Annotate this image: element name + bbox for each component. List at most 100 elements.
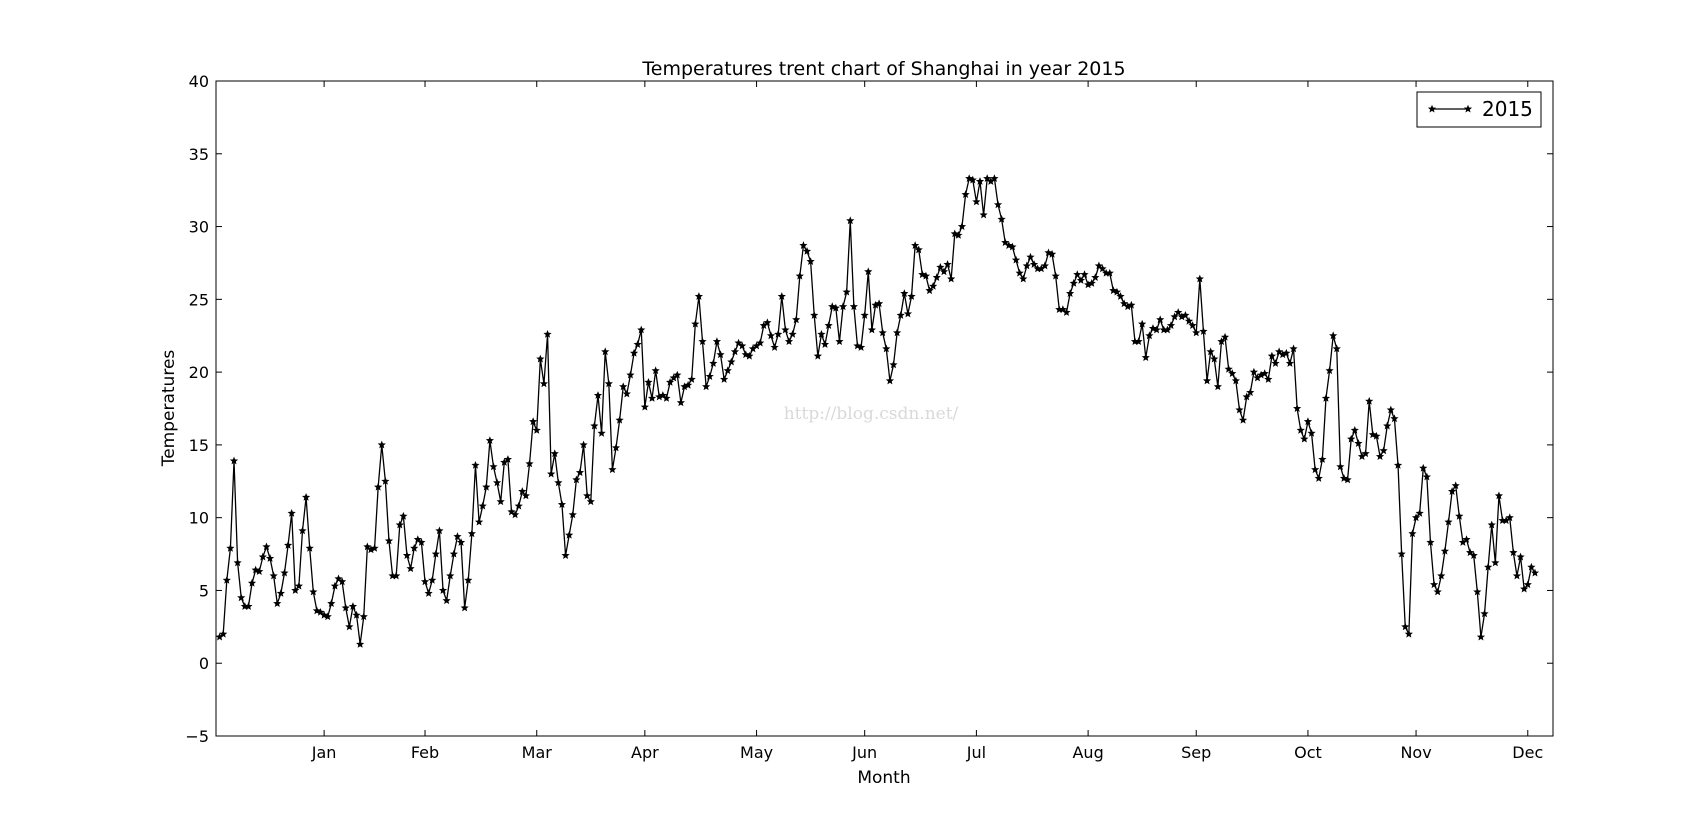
data-point-marker [1325, 366, 1334, 375]
data-point-marker [640, 402, 649, 411]
data-point-marker [1040, 261, 1049, 270]
data-point-marker [1321, 394, 1331, 402]
data-point-marker [229, 456, 239, 465]
data-point-marker [565, 530, 574, 539]
data-point-marker [932, 273, 941, 281]
data-point-marker [954, 230, 963, 239]
data-point-marker [287, 509, 296, 517]
legend-label: 2015 [1482, 97, 1533, 121]
data-point-marker [593, 391, 603, 399]
data-point-marker [269, 571, 278, 580]
data-point-marker [1231, 376, 1240, 385]
data-point-marker [961, 190, 970, 199]
data-point-marker [947, 274, 956, 283]
data-point-marker [395, 520, 404, 529]
data-point-marker [813, 351, 822, 360]
data-point-marker [485, 436, 494, 444]
data-point-marker [1022, 261, 1031, 270]
data-point-marker [831, 303, 840, 312]
data-point-marker [280, 568, 289, 577]
data-point-marker [720, 375, 729, 383]
data-point-marker [511, 510, 520, 519]
data-point-marker [370, 543, 379, 552]
data-point-marker [309, 587, 318, 596]
data-point-marker [997, 214, 1006, 223]
y-tick-label: 20 [189, 363, 209, 382]
data-point-marker [651, 366, 660, 375]
data-point-marker [1001, 238, 1010, 247]
data-point-marker [1098, 264, 1107, 273]
legend-line-swatch [1427, 104, 1473, 113]
data-point-marker [1393, 460, 1403, 469]
data-point-marker [1264, 375, 1273, 383]
data-point-marker [374, 482, 383, 491]
x-tick-label: Sep [1181, 743, 1211, 762]
data-point-marker [1123, 302, 1132, 311]
data-point-marker [1199, 327, 1208, 335]
data-point-marker [1127, 300, 1136, 309]
x-tick-label: Nov [1400, 743, 1431, 762]
data-point-marker [471, 460, 480, 469]
data-point-marker [1343, 475, 1352, 484]
data-point-marker [1271, 359, 1280, 367]
data-point-marker [817, 329, 826, 338]
data-point-marker [741, 350, 750, 359]
data-point-marker [1278, 350, 1287, 359]
x-tick-label: Dec [1512, 743, 1543, 762]
data-point-marker [265, 554, 275, 562]
data-point-marker [1069, 279, 1078, 287]
data-point-marker [936, 263, 945, 271]
data-point-marker [1141, 353, 1150, 362]
data-point-marker [1293, 404, 1302, 412]
data-point-marker [330, 581, 340, 590]
data-point-marker [943, 260, 952, 268]
data-point-marker [1336, 462, 1345, 471]
data-point-marker [312, 606, 321, 615]
data-point-marker [1019, 274, 1028, 283]
data-point-marker [1455, 511, 1464, 520]
data-point-marker [608, 465, 617, 474]
data-point-marker [885, 376, 894, 385]
data-point-marker [1502, 516, 1511, 525]
data-point-marker [219, 629, 228, 638]
data-point-marker [291, 586, 300, 594]
data-point-marker [662, 394, 671, 402]
data-point-marker [1084, 280, 1093, 289]
data-point-marker [255, 567, 264, 575]
data-point-marker [1296, 426, 1305, 434]
data-point-marker [496, 497, 505, 506]
data-point-marker [1051, 271, 1060, 280]
data-point-marker [882, 344, 891, 353]
legend-marker [1427, 104, 1437, 113]
data-point-marker [1390, 414, 1399, 423]
data-point-marker [1213, 382, 1222, 391]
data-point-marker [914, 245, 923, 254]
y-tick-label: −5 [185, 727, 209, 746]
data-point-marker [842, 287, 851, 296]
data-point-marker [756, 338, 765, 347]
data-point-marker [838, 302, 848, 311]
x-axis-label: Month [857, 768, 910, 788]
data-point-marker [972, 197, 981, 206]
data-point-marker [849, 302, 858, 311]
data-point-marker [1116, 292, 1125, 300]
data-point-marker [993, 200, 1003, 209]
data-point-marker [356, 640, 365, 648]
data-point-marker [478, 501, 487, 510]
data-point-marker [860, 311, 869, 319]
data-point-marker [763, 318, 772, 327]
data-point-marker [629, 348, 639, 357]
data-point-marker [669, 373, 678, 382]
data-point-marker [1152, 325, 1161, 334]
data-point-marker [1235, 405, 1244, 414]
data-point-marker [1257, 370, 1266, 379]
data-point-marker [1249, 367, 1258, 376]
data-point-marker [233, 558, 242, 567]
x-tick-label: Apr [631, 743, 659, 762]
data-point-marker [835, 337, 844, 346]
data-point-marker [712, 337, 722, 346]
data-point-marker [384, 536, 394, 545]
data-point-marker [262, 542, 271, 551]
data-point-marker [1494, 491, 1504, 500]
